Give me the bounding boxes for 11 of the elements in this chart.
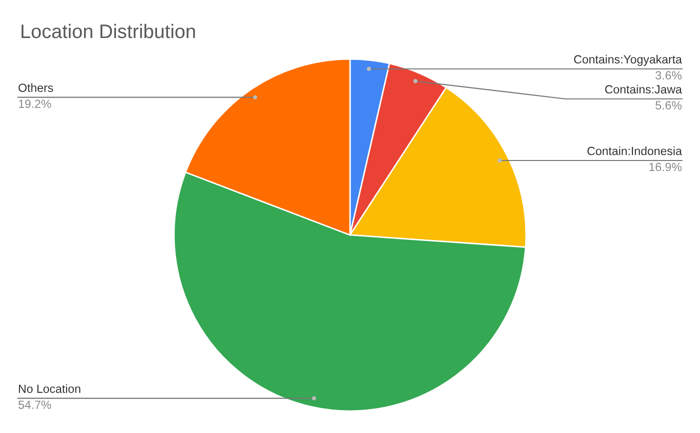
slice-label: No Location	[18, 384, 80, 393]
data-label: 54.7%	[18, 400, 52, 409]
slice-label: Contains:Yogyakarta	[574, 54, 682, 66]
data-label: 5.6%	[656, 101, 682, 110]
data-label: 3.6%	[656, 71, 682, 80]
data-label: 19.2%	[18, 100, 52, 108]
slice-label: Contains:Jawa	[605, 84, 682, 94]
slice-label: Others	[18, 83, 53, 92]
data-label: 16.9%	[649, 162, 682, 172]
chart-title: Location Distribution	[22, 24, 195, 38]
slice-label: Contain:Indonesia	[587, 146, 682, 156]
